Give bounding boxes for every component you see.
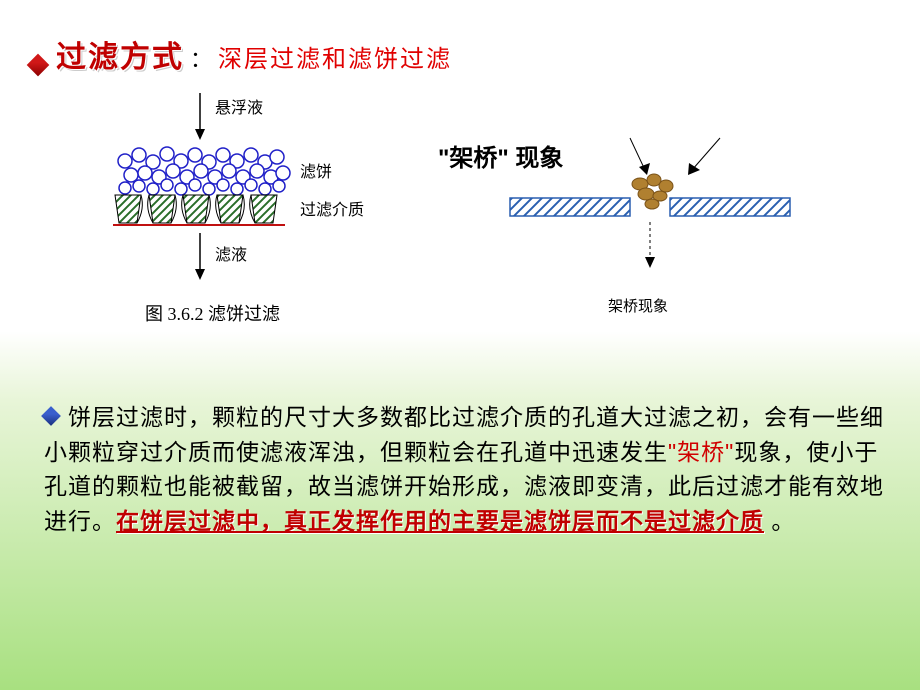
body-emphasis: 在饼层过滤中，真正发挥作用的主要是滤饼层而不是过滤介质 bbox=[116, 508, 764, 534]
bullet-icon bbox=[27, 54, 50, 77]
cake-diagram-caption: 图 3.6.2 滤饼过滤 bbox=[145, 300, 280, 326]
body-paragraph: 饼层过滤时，颗粒的尺寸大多数都比过滤介质的孔道大过滤之初，会有一些细小颗粒穿过介… bbox=[44, 400, 902, 538]
bullet-icon bbox=[41, 406, 61, 426]
filter-cake-particles bbox=[118, 147, 290, 195]
title-subtitle: 深层过滤和滤饼过滤 bbox=[218, 39, 452, 74]
cake-filtration-svg: 悬浮液 滤饼 bbox=[105, 85, 405, 305]
bridging-title: "架桥" 现象 bbox=[438, 138, 563, 173]
cake-filtration-diagram: 悬浮液 滤饼 bbox=[105, 85, 405, 325]
quote-close: " bbox=[725, 439, 734, 465]
bridge-word: 架桥 bbox=[677, 439, 725, 465]
title-main: 过滤方式 bbox=[56, 32, 184, 76]
body-tail: 。 bbox=[764, 508, 795, 534]
bridging-diagram: "架桥" 现象 架桥现象 bbox=[430, 130, 850, 310]
bridging-particles bbox=[632, 174, 673, 209]
bridging-caption: 架桥现象 bbox=[608, 295, 668, 316]
filter-medium bbox=[115, 195, 277, 223]
label-suspension: 悬浮液 bbox=[215, 99, 263, 117]
title-colon: ： bbox=[190, 42, 212, 74]
header: 过滤方式 ： 深层过滤和滤饼过滤 bbox=[30, 32, 452, 76]
label-filtrate: 滤液 bbox=[215, 246, 247, 264]
label-medium: 过滤介质 bbox=[300, 201, 364, 219]
quote-open: " bbox=[668, 439, 677, 465]
label-cake: 滤饼 bbox=[300, 163, 332, 181]
